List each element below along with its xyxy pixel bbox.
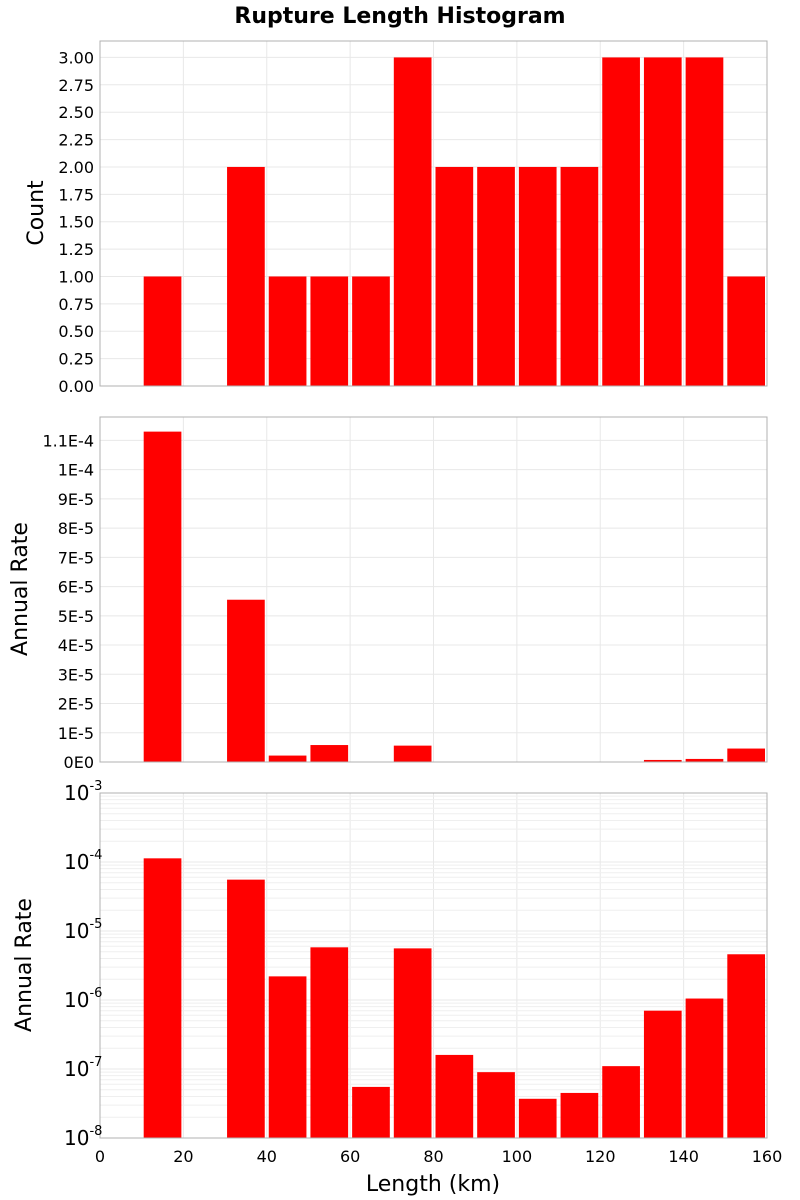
plot-frame <box>99 416 768 763</box>
bar-rate-log-80 <box>435 1054 474 1138</box>
y-tick-label: 0.50 <box>58 322 94 341</box>
chart-panels: 0.00 0.25 0.50 0.75 1.00 1.25 1.50 1.75 2.00 2.25… <box>8 40 782 1166</box>
x-tick-label: 120 <box>585 1147 616 1166</box>
y-axis-label-count: Count <box>24 180 49 246</box>
bar-rate-linear-150 <box>727 748 765 762</box>
bar-count-70 <box>393 57 432 387</box>
y-tick-label: 9E-5 <box>58 490 94 509</box>
bar-rate-linear-30 <box>227 599 265 762</box>
bar-rate-log-90 <box>477 1072 515 1138</box>
y-tick-label: 0.25 <box>58 350 94 369</box>
bar-rate-log-30 <box>227 879 265 1138</box>
y-tick-label: 10-7 <box>64 1055 102 1081</box>
y-tick-label: 4E-5 <box>58 636 94 655</box>
x-tick-label: 160 <box>752 1147 783 1166</box>
x-tick-label: 60 <box>340 1147 360 1166</box>
x-tick-label: 0 <box>95 1147 105 1166</box>
y-tick-label: 1.25 <box>58 240 94 259</box>
bar-count-10 <box>143 276 182 386</box>
bar-count-40 <box>268 276 307 386</box>
bar-rate-log-130 <box>643 1010 682 1138</box>
bar-rate-log-140 <box>685 998 724 1138</box>
bar-count-60 <box>352 276 390 386</box>
y-tick-label: 2.50 <box>58 103 94 122</box>
bar-rate-linear-10 <box>143 431 182 762</box>
x-tick-label: 140 <box>668 1147 699 1166</box>
y-tick-label: 10-5 <box>64 917 102 943</box>
bar-rate-log-150 <box>727 954 765 1138</box>
plot-frame <box>99 40 768 387</box>
y-tick-label: 7E-5 <box>58 548 94 567</box>
y-tick-label: 2.25 <box>58 131 94 150</box>
panel-count: 0.00 0.25 0.50 0.75 1.00 1.25 1.50 1.75 2.00 2.25… <box>24 40 768 396</box>
y-tick-label: 1E-4 <box>58 461 94 480</box>
y-tick-label: 1.00 <box>58 267 94 286</box>
y-tick-label: 3.00 <box>58 48 94 67</box>
bar-count-50 <box>310 276 349 386</box>
bar-count-120 <box>602 57 640 387</box>
bar-count-100 <box>518 166 557 386</box>
panel-rate-log: 10-8 10-7 10-6 10-5 10-4 10-3 Annual Rate 0 20 40… <box>12 779 782 1166</box>
bar-count-80 <box>435 166 474 386</box>
x-tick-label: 20 <box>173 1147 193 1166</box>
bar-rate-linear-70 <box>393 745 432 762</box>
x-tick-label: 100 <box>502 1147 533 1166</box>
y-tick-label: 5E-5 <box>58 607 94 626</box>
y-tick-label: 10-4 <box>64 848 102 874</box>
bar-rate-log-40 <box>268 976 307 1138</box>
y-tick-label: 1.75 <box>58 185 94 204</box>
bar-count-90 <box>477 166 515 386</box>
x-tick-label: 40 <box>257 1147 277 1166</box>
bar-rate-log-10 <box>143 858 182 1138</box>
y-tick-label: 3E-5 <box>58 665 94 684</box>
y-tick-label: 10-3 <box>64 779 102 805</box>
y-tick-label: 1.50 <box>58 213 94 232</box>
y-tick-label: 0.75 <box>58 295 94 314</box>
bar-rate-log-50 <box>310 947 349 1138</box>
bar-count-140 <box>685 57 724 387</box>
y-axis-label-rate-linear: Annual Rate <box>8 522 33 656</box>
bar-count-130 <box>643 57 682 387</box>
chart-title: Rupture Length Histogram <box>234 4 565 29</box>
bar-rate-log-60 <box>352 1086 390 1138</box>
y-tick-label: 2.00 <box>58 158 94 177</box>
bar-rate-linear-140 <box>685 758 724 762</box>
y-tick-label: 0.00 <box>58 377 94 396</box>
y-tick-label: 10-6 <box>64 986 102 1012</box>
bar-count-30 <box>227 166 265 386</box>
plot-frame <box>99 792 768 1139</box>
bar-rate-linear-40 <box>268 755 307 762</box>
x-tick-label: 80 <box>423 1147 443 1166</box>
bar-count-110 <box>560 166 599 386</box>
bar-rate-log-70 <box>393 948 432 1138</box>
y-axis-label-rate-log: Annual Rate <box>12 898 37 1032</box>
y-tick-label: 2.75 <box>58 76 94 95</box>
y-tick-label: 6E-5 <box>58 578 94 597</box>
y-tick-label: 10-8 <box>64 1124 102 1150</box>
x-axis-label: Length (km) <box>366 1172 500 1197</box>
bar-rate-log-120 <box>602 1066 640 1138</box>
y-tick-label: 0E0 <box>64 753 94 772</box>
y-tick-label: 1E-5 <box>58 724 94 743</box>
bar-count-150 <box>727 276 765 386</box>
panel-rate-linear: 0E0 1E-5 2E-5 3E-5 4E-5 5E-5 6E-5 7E-5 8E-5 9E-5 1… <box>8 416 768 772</box>
bar-rate-linear-50 <box>310 745 349 762</box>
bar-rate-log-100 <box>518 1098 557 1138</box>
bar-rate-log-110 <box>560 1092 599 1138</box>
y-tick-label: 8E-5 <box>58 519 94 538</box>
y-tick-label: 1.1E-4 <box>42 431 94 450</box>
y-tick-label: 2E-5 <box>58 695 94 714</box>
bar-rate-linear-130 <box>643 759 682 762</box>
